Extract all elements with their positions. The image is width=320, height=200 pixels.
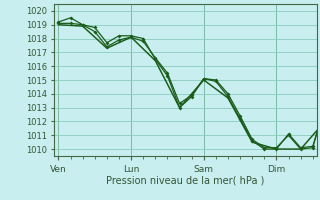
X-axis label: Pression niveau de la mer( hPa ): Pression niveau de la mer( hPa ): [107, 175, 265, 185]
